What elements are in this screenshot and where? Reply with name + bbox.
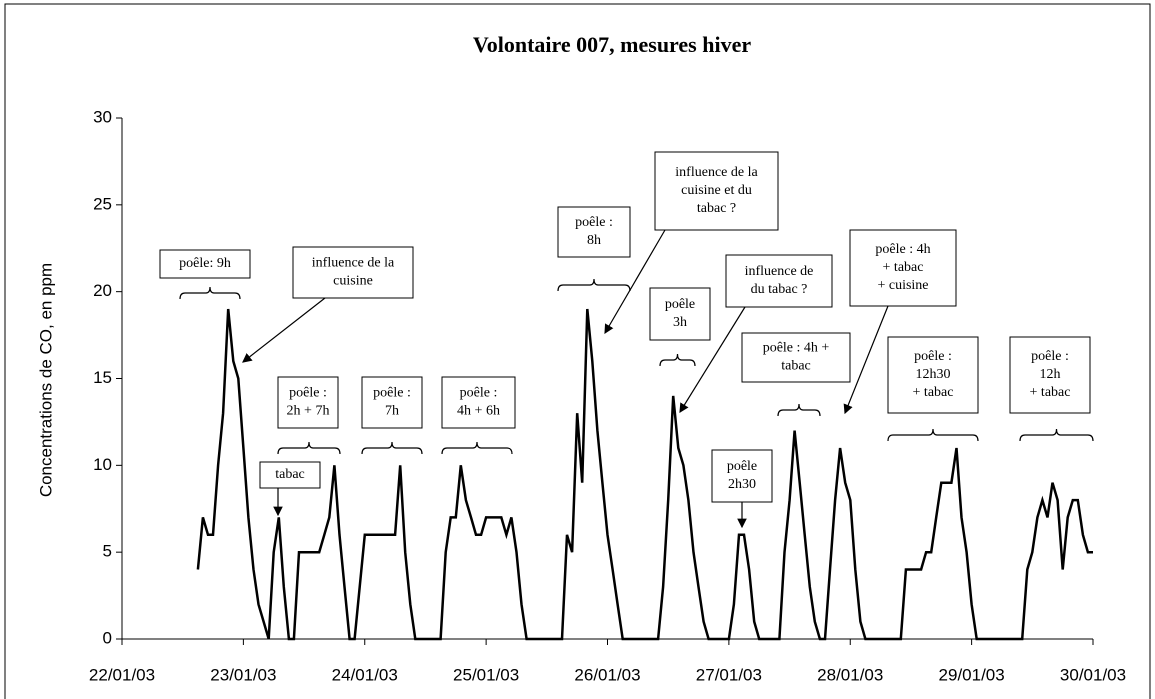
annotation-box	[159, 249, 251, 279]
brace	[277, 441, 341, 455]
annotation-text: influence de la	[675, 165, 758, 180]
y-tick-label: 15	[93, 368, 112, 387]
arrow	[604, 229, 666, 335]
annotation-text: du tabac ?	[751, 282, 808, 297]
annotation-box	[259, 461, 321, 489]
annotation-box	[711, 449, 773, 503]
annotation-text: poêle: 9h	[179, 256, 231, 271]
annotation-box	[849, 229, 957, 307]
chart-title: Volontaire 007, mesures hiver	[473, 32, 751, 57]
annotation-text: 12h30	[916, 367, 951, 382]
brace	[1019, 428, 1094, 442]
annotation-text: + tabac	[913, 385, 954, 400]
annotation-box	[654, 151, 779, 231]
arrow	[679, 306, 746, 414]
annotation-text: + tabac	[883, 260, 924, 275]
brace	[361, 441, 423, 455]
x-tick-label: 26/01/03	[574, 665, 640, 684]
x-tick-label: 22/01/03	[89, 665, 155, 684]
annotation-box	[741, 332, 851, 383]
x-tick-label: 27/01/03	[696, 665, 762, 684]
y-tick-label: 5	[103, 542, 112, 561]
annotation-text: poêle	[727, 459, 757, 474]
annotation-box	[361, 376, 423, 429]
annotation-text: + cuisine	[877, 278, 928, 293]
annotation-text: influence de	[745, 264, 814, 279]
annotation-box	[649, 287, 711, 341]
y-axis-label: Concentrations de CO, en ppm	[36, 263, 55, 497]
annotation-box	[277, 376, 339, 429]
x-tick-label: 30/01/03	[1060, 665, 1126, 684]
annotation-text: 4h + 6h	[457, 404, 500, 419]
x-tick-label: 28/01/03	[817, 665, 883, 684]
y-tick-label: 25	[93, 194, 112, 213]
y-tick-label: 0	[103, 628, 112, 647]
brace	[777, 403, 821, 417]
brace	[659, 353, 696, 367]
annotation-text: 7h	[385, 404, 399, 419]
annotation-text: poêle	[665, 297, 695, 312]
x-tick-label: 23/01/03	[210, 665, 276, 684]
annotation-text: poêle :	[914, 349, 952, 364]
annotation-text: poêle :	[575, 215, 613, 230]
data-line	[196, 308, 1093, 641]
brace	[179, 286, 241, 300]
x-tick-label: 24/01/03	[332, 665, 398, 684]
annotation-text: poêle :	[289, 386, 327, 401]
annotation-text: poêle :	[373, 386, 411, 401]
annotation-text: influence de la	[312, 256, 395, 271]
brace	[441, 441, 513, 455]
annotation-text: 12h	[1040, 367, 1061, 382]
annotation-text: poêle :	[1031, 349, 1069, 364]
annotation-text: 2h + 7h	[287, 404, 330, 419]
annotation-box	[557, 206, 631, 258]
annotation-box	[887, 336, 979, 414]
arrow	[843, 305, 889, 415]
x-tick-label: 25/01/03	[453, 665, 519, 684]
frame	[4, 3, 1151, 699]
annotation-text: poêle :	[460, 386, 498, 401]
annotation-text: 3h	[673, 315, 687, 330]
y-tick-label: 10	[93, 455, 112, 474]
brace	[557, 278, 631, 292]
annotation-box	[1009, 336, 1091, 414]
annotation-box	[441, 376, 516, 429]
annotation-text: tabac	[275, 467, 305, 482]
brace	[887, 428, 979, 442]
annotation-text: 2h30	[728, 477, 756, 492]
annotation-text: cuisine	[333, 274, 373, 289]
annotation-text: poêle : 4h	[875, 242, 930, 257]
annotation-text: + tabac	[1030, 385, 1071, 400]
x-tick-label: 29/01/03	[939, 665, 1005, 684]
annotation-box	[725, 254, 833, 308]
annotation-box	[292, 246, 414, 299]
annotation-text: tabac	[781, 359, 811, 374]
annotation-text: 8h	[587, 233, 601, 248]
y-tick-label: 30	[93, 107, 112, 126]
annotation-text: tabac ?	[697, 201, 736, 216]
annotation-text: cuisine et du	[681, 183, 752, 198]
annotation-text: poêle : 4h +	[763, 341, 830, 356]
arrow	[242, 297, 326, 363]
y-tick-label: 20	[93, 281, 112, 300]
